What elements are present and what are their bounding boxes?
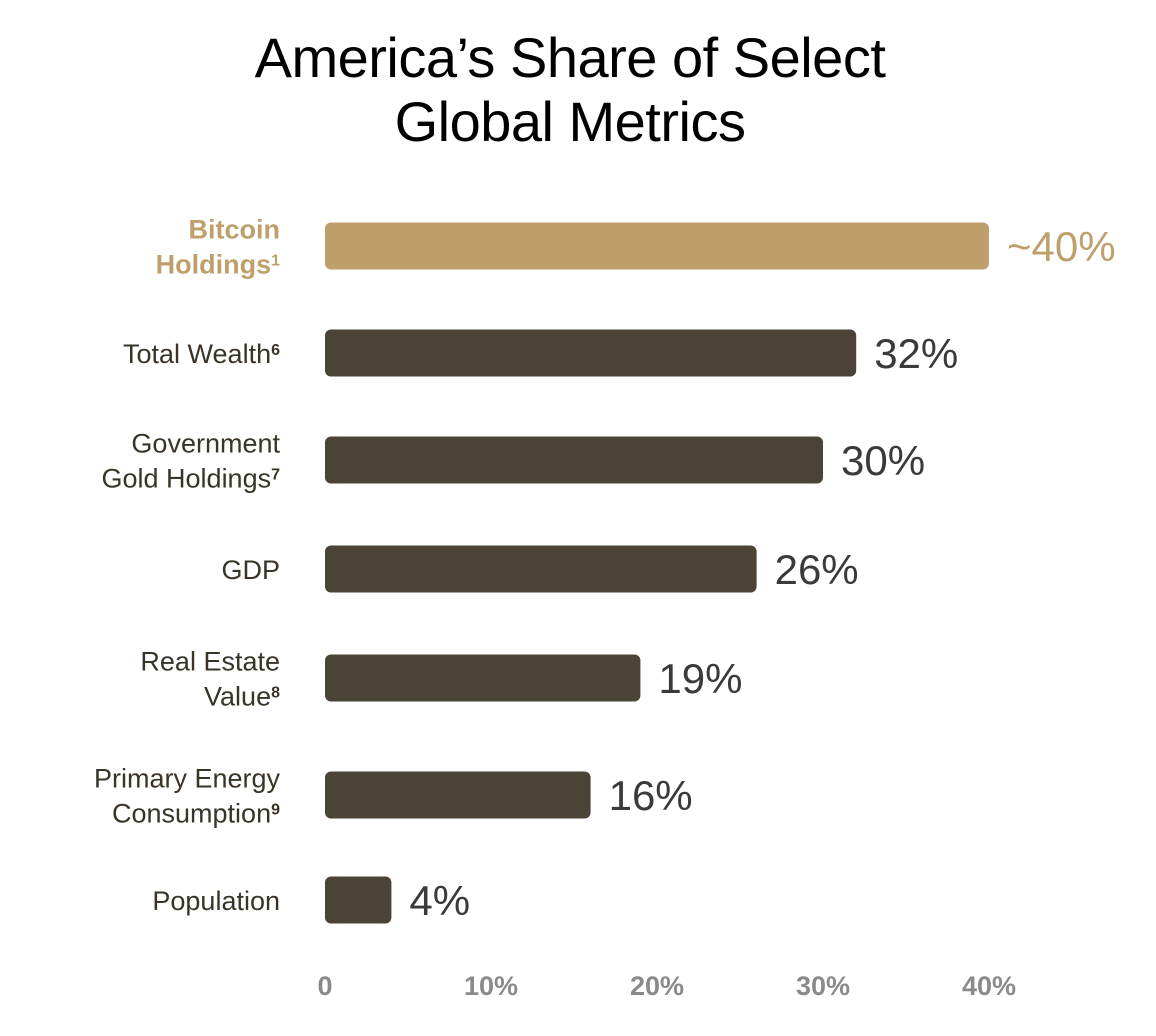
category-label-4-line-0: Real Estate xyxy=(140,647,280,677)
x-tick-label-2: 20% xyxy=(630,971,684,1001)
value-label-5: 16% xyxy=(609,772,693,819)
category-label-2-line-1: Gold Holdings7 xyxy=(102,464,281,494)
category-label-5-line-0: Primary Energy xyxy=(94,764,281,794)
category-label-2-line-0: Government xyxy=(131,429,280,459)
bar-1 xyxy=(325,329,857,377)
chart-title-line-1: America’s Share of Select xyxy=(254,26,886,89)
bar-5 xyxy=(325,771,591,819)
category-label-4-line-1: Value8 xyxy=(204,682,280,712)
category-label-0-line-0: Bitcoin xyxy=(189,215,281,245)
category-label-0-line-1: Holdings1 xyxy=(156,250,281,280)
category-label-1-line-0: Total Wealth6 xyxy=(123,339,280,369)
bar-2 xyxy=(325,436,823,484)
bar-3 xyxy=(325,545,757,593)
x-tick-label-1: 10% xyxy=(464,971,518,1001)
value-label-3: 26% xyxy=(775,546,859,593)
x-tick-label-4: 40% xyxy=(962,971,1016,1001)
bar-4 xyxy=(325,654,641,702)
category-label-5-line-1: Consumption9 xyxy=(112,799,280,829)
value-label-2: 30% xyxy=(841,437,925,484)
category-label-6-line-0: Population xyxy=(152,886,280,916)
bar-6 xyxy=(325,876,392,924)
value-label-0: ~40% xyxy=(1007,223,1116,270)
chart-title: America’s Share of Select Global Metrics xyxy=(0,26,1140,154)
value-label-6: 4% xyxy=(409,877,470,924)
x-tick-label-0: 0 xyxy=(317,971,332,1001)
bar-0 xyxy=(325,222,989,270)
value-label-4: 19% xyxy=(658,655,742,702)
category-label-3-line-0: GDP xyxy=(221,555,280,585)
value-label-1: 32% xyxy=(874,330,958,377)
x-tick-label-3: 30% xyxy=(796,971,850,1001)
chart-title-line-2: Global Metrics xyxy=(394,90,746,153)
